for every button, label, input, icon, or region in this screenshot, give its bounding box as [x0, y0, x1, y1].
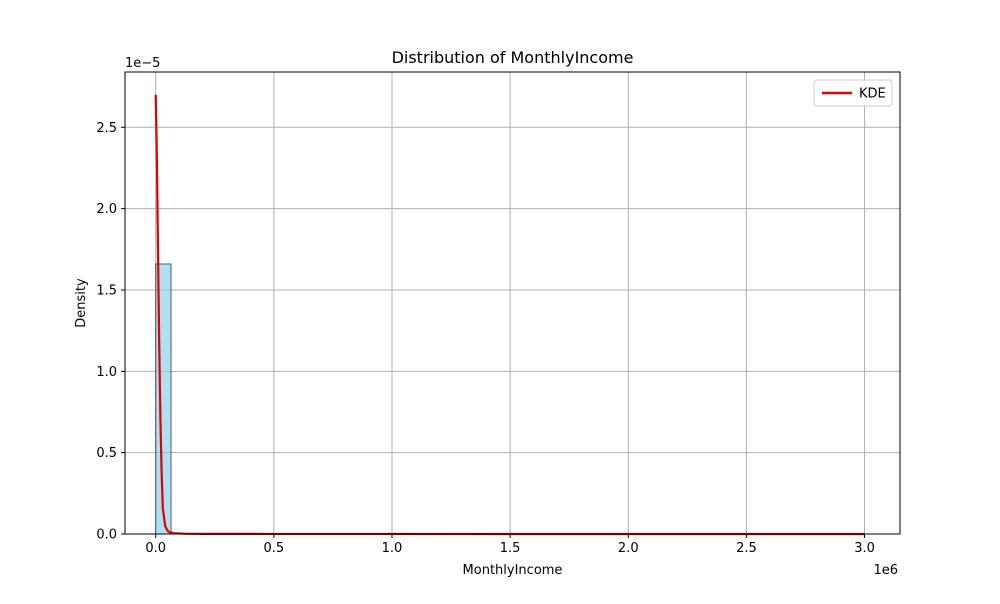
- x-tick-label: 1.0: [382, 541, 403, 556]
- grid-layer: [125, 72, 900, 535]
- x-tick-label: 2.0: [618, 541, 639, 556]
- y-tick-label: 2.0: [96, 202, 117, 217]
- x-axis-label: MonthlyIncome: [463, 563, 563, 578]
- x-tick-label: 2.5: [736, 541, 757, 556]
- tick-layer: 0.0 0.5 1.0 1.5 2.0 2.5 3.0 0.0 0.5 1.0 1.5 2.0 2.5: [96, 121, 875, 556]
- chart-title: Distribution of MonthlyIncome: [392, 48, 634, 67]
- y-axis-label: Density: [74, 278, 89, 328]
- y-tick-label: 1.0: [96, 365, 117, 380]
- axes-frame: [124, 71, 901, 535]
- x-tick-label: 0.5: [264, 541, 285, 556]
- y-tick-label: 0.0: [96, 528, 117, 543]
- x-offset-label: 1e6: [873, 563, 898, 578]
- legend-box: [813, 79, 893, 107]
- x-tick-label: 3.0: [854, 541, 875, 556]
- y-offset-label: 1e−5: [125, 56, 160, 71]
- x-tick-label: 1.5: [500, 541, 521, 556]
- y-tick-label: 2.5: [96, 121, 117, 136]
- y-tick-label: 1.5: [96, 283, 117, 298]
- y-tick-label: 0.5: [96, 446, 117, 461]
- legend-label-kde: KDE: [859, 87, 886, 102]
- legend: KDE: [813, 79, 893, 107]
- x-tick-label: 0.0: [145, 541, 166, 556]
